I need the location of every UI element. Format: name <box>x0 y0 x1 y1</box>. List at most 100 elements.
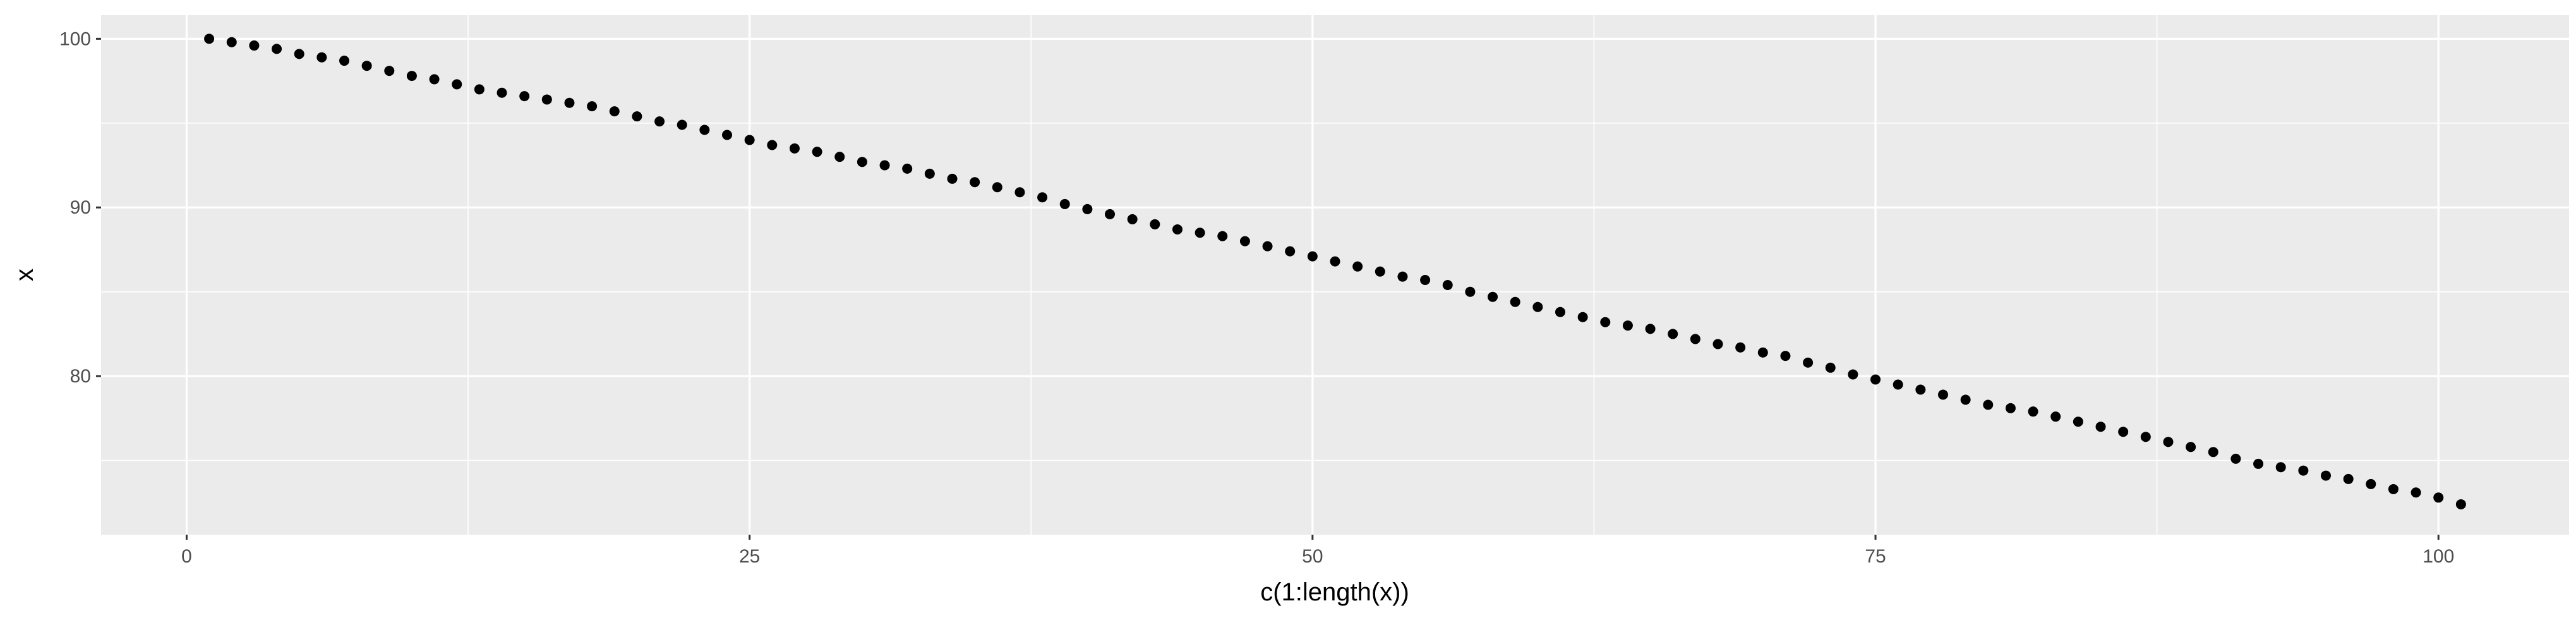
data-point <box>834 152 845 162</box>
data-point <box>1014 187 1025 198</box>
data-point <box>249 40 260 51</box>
data-point <box>1059 198 1070 209</box>
data-point <box>789 143 800 154</box>
data-point <box>272 44 282 54</box>
data-point <box>632 111 642 122</box>
data-point <box>677 119 687 130</box>
data-point <box>316 52 327 63</box>
data-point <box>226 37 237 47</box>
data-point <box>2321 470 2332 481</box>
data-point <box>1420 275 1431 286</box>
data-point <box>1510 296 1520 307</box>
data-point <box>1893 379 1903 390</box>
data-points <box>204 33 2466 509</box>
data-point <box>1848 369 1858 380</box>
data-point <box>1375 266 1385 277</box>
data-point <box>970 177 980 188</box>
x-tick-label: 25 <box>739 546 760 567</box>
data-point <box>1825 362 1836 373</box>
data-point <box>2298 465 2309 476</box>
data-point <box>2050 411 2061 422</box>
data-point <box>992 182 1002 193</box>
data-point <box>2028 406 2038 417</box>
data-point <box>2163 437 2174 447</box>
data-point <box>1712 339 1723 350</box>
data-point <box>722 130 733 140</box>
data-point <box>294 49 304 59</box>
x-tick-label: 100 <box>2423 546 2454 567</box>
data-point <box>924 168 935 179</box>
data-point <box>1082 204 1093 214</box>
data-point <box>497 87 507 98</box>
data-point <box>1645 324 1656 334</box>
data-point <box>1757 347 1768 358</box>
data-point <box>902 163 913 174</box>
data-point <box>1195 228 1205 238</box>
data-point <box>1690 334 1700 344</box>
data-point <box>654 116 665 127</box>
data-point <box>1668 329 1678 339</box>
data-point <box>609 106 620 117</box>
data-point <box>2275 462 2286 473</box>
data-point <box>519 91 530 102</box>
data-point <box>452 79 462 90</box>
data-point <box>947 173 958 184</box>
data-point <box>361 61 372 71</box>
data-point <box>339 56 349 66</box>
tick-labels: 0 25 50 75 100 80 90 100 <box>59 28 2454 567</box>
data-point <box>204 33 215 44</box>
data-point <box>1285 246 1296 257</box>
data-point <box>2118 427 2129 437</box>
data-point <box>2140 432 2151 442</box>
data-point <box>429 74 440 85</box>
data-point <box>384 66 395 76</box>
data-point <box>541 94 552 105</box>
data-point <box>857 157 867 167</box>
data-point <box>767 140 778 150</box>
data-point <box>1150 219 1160 229</box>
x-tick-label: 50 <box>1302 546 1323 567</box>
x-tick-label: 75 <box>1865 546 1886 567</box>
data-point <box>1262 241 1273 252</box>
data-point <box>699 125 710 135</box>
data-point <box>2073 416 2083 427</box>
x-tick-label: 0 <box>181 546 192 567</box>
minor-gridlines <box>101 15 2569 535</box>
data-point <box>1780 351 1791 362</box>
data-point <box>474 84 485 95</box>
data-point <box>1735 342 1746 353</box>
data-point <box>2410 487 2421 498</box>
y-tick-label: 90 <box>70 197 91 218</box>
data-point <box>1217 231 1228 241</box>
data-point <box>2095 422 2106 432</box>
data-point <box>2186 442 2196 453</box>
data-point <box>2433 492 2444 503</box>
major-gridlines <box>101 15 2569 535</box>
plot-panel <box>101 15 2569 535</box>
data-point <box>1870 374 1881 385</box>
data-point <box>1352 261 1363 272</box>
data-point <box>1127 214 1138 224</box>
data-point <box>2388 483 2398 494</box>
data-point <box>1105 209 1116 219</box>
data-point <box>1803 357 1814 368</box>
data-point <box>1442 280 1453 291</box>
data-point <box>1465 286 1476 297</box>
data-point <box>2208 447 2218 458</box>
data-point <box>2230 453 2241 464</box>
x-axis-title: c(1:length(x)) <box>1260 578 1409 606</box>
data-point <box>406 71 417 82</box>
data-point <box>2343 473 2354 484</box>
y-axis-title: x <box>11 269 39 281</box>
data-point <box>1983 399 1994 410</box>
data-point <box>1577 312 1588 322</box>
data-point <box>1239 236 1250 246</box>
data-point <box>1532 301 1543 312</box>
data-point <box>1307 251 1318 262</box>
y-tick-label: 100 <box>59 28 91 49</box>
data-point <box>2455 499 2466 509</box>
y-tick-label: 80 <box>70 366 91 387</box>
data-point <box>1937 389 1948 400</box>
data-point <box>2005 403 2016 413</box>
